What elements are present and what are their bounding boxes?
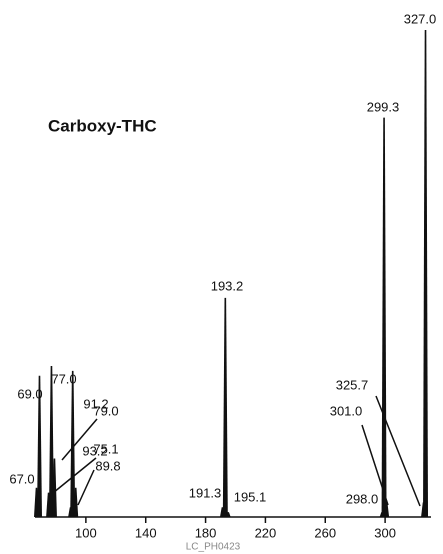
peak-label: 69.0: [17, 386, 42, 401]
peak: [51, 458, 57, 517]
peak-label: 89.8: [95, 458, 120, 473]
peak-label: 93.2: [82, 443, 107, 458]
peak-label: 79.0: [93, 403, 118, 418]
leader-line: [77, 469, 95, 506]
x-tick-label: 300: [374, 525, 396, 540]
leader-line: [61, 418, 98, 461]
caption: LC_PH0423: [186, 542, 241, 553]
peak-label: 327.0: [404, 11, 437, 26]
x-tick-label: 220: [255, 525, 277, 540]
peak-label: 325.7: [336, 377, 369, 392]
peak-label: 195.1: [234, 489, 267, 504]
chart-title: Carboxy-THC: [48, 116, 157, 135]
x-tick-label: 180: [195, 525, 217, 540]
leader-line: [375, 395, 421, 507]
peak: [381, 117, 387, 517]
peak-label: 298.0: [346, 491, 379, 506]
peak-label: 301.0: [330, 403, 363, 418]
peak-label: 193.2: [211, 278, 244, 293]
peak-label: 77.0: [51, 371, 76, 386]
peak: [423, 30, 429, 517]
peak: [222, 297, 228, 517]
peak-label: 67.0: [9, 471, 34, 486]
x-tick-label: 140: [135, 525, 157, 540]
peak: [70, 370, 76, 517]
peak-label: 191.3: [189, 485, 222, 500]
x-tick-label: 260: [314, 525, 336, 540]
peak: [48, 366, 54, 517]
x-tick-label: 100: [75, 525, 97, 540]
peak-label: 299.3: [367, 99, 400, 114]
peak-label: 91.2: [83, 396, 108, 411]
peak-label: 75.1: [93, 441, 118, 456]
peak: [36, 375, 42, 517]
peak: [384, 502, 390, 517]
peak: [73, 487, 79, 517]
leader-line: [361, 424, 389, 506]
peak: [225, 512, 231, 517]
